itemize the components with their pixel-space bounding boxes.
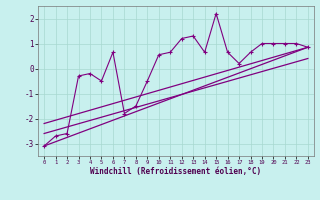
X-axis label: Windchill (Refroidissement éolien,°C): Windchill (Refroidissement éolien,°C) (91, 167, 261, 176)
